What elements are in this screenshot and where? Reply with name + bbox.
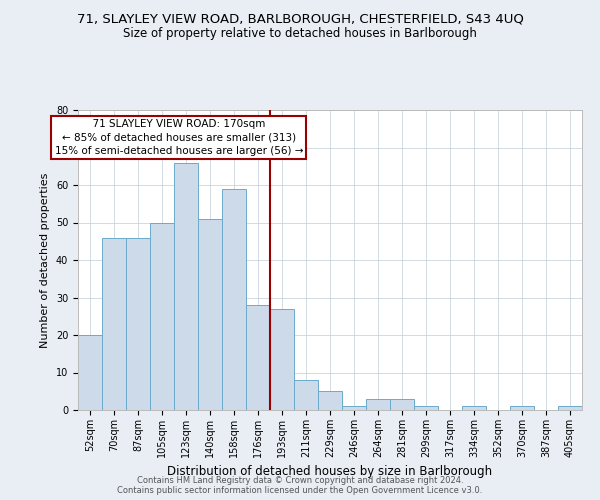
- Bar: [78, 335, 102, 410]
- Bar: [462, 406, 486, 410]
- Bar: [558, 406, 582, 410]
- Y-axis label: Number of detached properties: Number of detached properties: [40, 172, 50, 348]
- Bar: [390, 399, 414, 410]
- Bar: [102, 238, 126, 410]
- Bar: [342, 406, 366, 410]
- X-axis label: Distribution of detached houses by size in Barlborough: Distribution of detached houses by size …: [167, 466, 493, 478]
- Bar: [270, 308, 294, 410]
- Text: Size of property relative to detached houses in Barlborough: Size of property relative to detached ho…: [123, 28, 477, 40]
- Bar: [318, 391, 342, 410]
- Bar: [510, 406, 534, 410]
- Bar: [222, 188, 246, 410]
- Bar: [126, 238, 150, 410]
- Text: 71 SLAYLEY VIEW ROAD: 170sqm  
← 85% of detached houses are smaller (313)
15% of: 71 SLAYLEY VIEW ROAD: 170sqm ← 85% of de…: [55, 120, 303, 156]
- Bar: [198, 219, 222, 410]
- Bar: [294, 380, 318, 410]
- Text: 71, SLAYLEY VIEW ROAD, BARLBOROUGH, CHESTERFIELD, S43 4UQ: 71, SLAYLEY VIEW ROAD, BARLBOROUGH, CHES…: [77, 12, 523, 26]
- Text: Contains HM Land Registry data © Crown copyright and database right 2024.: Contains HM Land Registry data © Crown c…: [137, 476, 463, 485]
- Text: Contains public sector information licensed under the Open Government Licence v3: Contains public sector information licen…: [118, 486, 482, 495]
- Bar: [150, 222, 174, 410]
- Bar: [174, 162, 198, 410]
- Bar: [414, 406, 438, 410]
- Bar: [366, 399, 390, 410]
- Bar: [246, 305, 270, 410]
